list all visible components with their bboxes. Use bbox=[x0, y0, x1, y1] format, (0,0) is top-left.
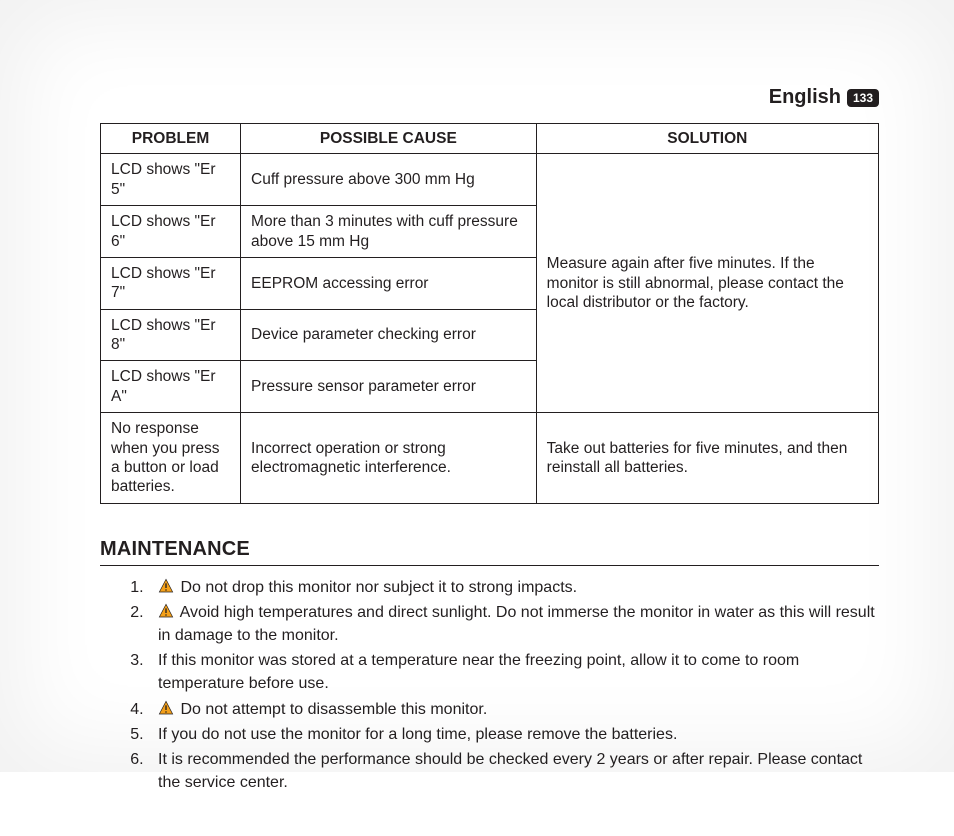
cell-cause: Incorrect operation or strong electromag… bbox=[241, 413, 537, 504]
maintenance-item-text: If you do not use the monitor for a long… bbox=[158, 726, 677, 743]
cell-cause: EEPROM accessing error bbox=[241, 257, 537, 309]
maintenance-item-text: It is recommended the performance should… bbox=[158, 751, 862, 791]
maintenance-item-text: If this monitor was stored at a temperat… bbox=[158, 652, 799, 692]
cell-solution: Take out batteries for five minutes, and… bbox=[536, 413, 878, 504]
col-header-problem: PROBLEM bbox=[101, 124, 241, 154]
maintenance-list: Do not drop this monitor nor subject it … bbox=[100, 576, 879, 795]
cell-cause: Device parameter checking error bbox=[241, 309, 537, 361]
maintenance-item: Do not drop this monitor nor subject it … bbox=[148, 576, 879, 599]
maintenance-item: If you do not use the monitor for a long… bbox=[148, 723, 879, 746]
maintenance-item: Avoid high temperatures and direct sunli… bbox=[148, 601, 879, 647]
warning-icon bbox=[158, 578, 174, 594]
table-row: LCD shows "Er 5" Cuff pressure above 300… bbox=[101, 154, 879, 206]
language-label: English bbox=[769, 86, 841, 109]
cell-cause: More than 3 minutes with cuff pressure a… bbox=[241, 206, 537, 258]
maintenance-heading: MAINTENANCE bbox=[100, 538, 879, 566]
table-header-row: PROBLEM POSSIBLE CAUSE SOLUTION bbox=[101, 124, 879, 154]
maintenance-item-text: Do not drop this monitor nor subject it … bbox=[180, 579, 577, 596]
col-header-cause: POSSIBLE CAUSE bbox=[241, 124, 537, 154]
cell-problem: LCD shows "Er A" bbox=[101, 361, 241, 413]
maintenance-item: If this monitor was stored at a temperat… bbox=[148, 649, 879, 695]
cell-cause: Cuff pressure above 300 mm Hg bbox=[241, 154, 537, 206]
warning-icon bbox=[158, 603, 174, 619]
col-header-solution: SOLUTION bbox=[536, 124, 878, 154]
table-row: No response when you press a button or l… bbox=[101, 413, 879, 504]
maintenance-item: It is recommended the performance should… bbox=[148, 748, 879, 794]
cell-problem: LCD shows "Er 5" bbox=[101, 154, 241, 206]
cell-problem: LCD shows "Er 6" bbox=[101, 206, 241, 258]
page: English 133 PROBLEM POSSIBLE CAUSE SOLUT… bbox=[0, 0, 954, 836]
maintenance-item-text: Avoid high temperatures and direct sunli… bbox=[158, 604, 875, 644]
maintenance-item: Do not attempt to disassemble this monit… bbox=[148, 698, 879, 721]
maintenance-item-text: Do not attempt to disassemble this monit… bbox=[180, 701, 487, 718]
cell-problem: No response when you press a button or l… bbox=[101, 413, 241, 504]
page-header: English 133 bbox=[100, 86, 879, 109]
cell-solution-merged: Measure again after five minutes. If the… bbox=[536, 154, 878, 413]
warning-icon bbox=[158, 700, 174, 716]
error-table: PROBLEM POSSIBLE CAUSE SOLUTION LCD show… bbox=[100, 123, 879, 504]
page-number-badge: 133 bbox=[847, 89, 879, 107]
cell-problem: LCD shows "Er 7" bbox=[101, 257, 241, 309]
cell-cause: Pressure sensor parameter error bbox=[241, 361, 537, 413]
cell-problem: LCD shows "Er 8" bbox=[101, 309, 241, 361]
